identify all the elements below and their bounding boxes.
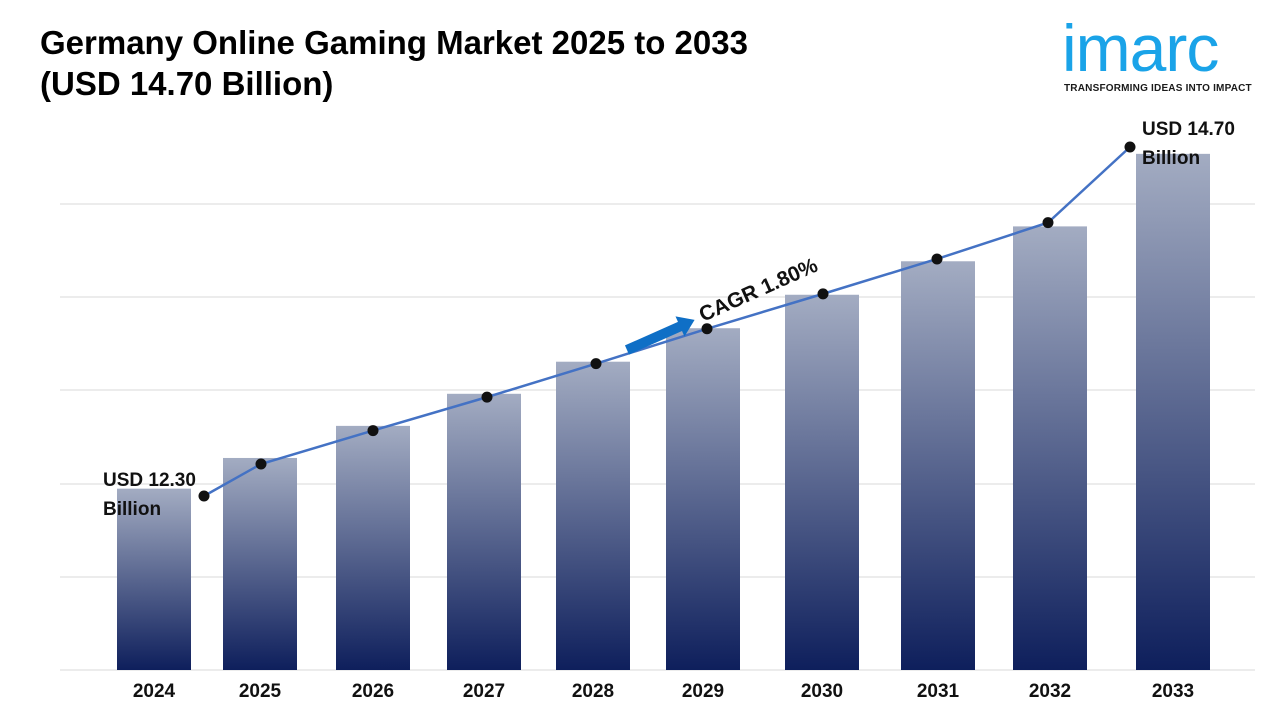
bar-2032	[1013, 226, 1087, 670]
x-tick-label-2026: 2026	[352, 681, 394, 702]
x-tick-label-2025: 2025	[239, 681, 282, 702]
line-point-2028	[590, 358, 602, 370]
x-tick-label-2024: 2024	[133, 681, 176, 702]
bar-2026	[336, 425, 410, 670]
bar-2028	[556, 361, 630, 670]
line-point-2025	[255, 458, 267, 470]
x-tick-label-2029: 2029	[682, 681, 724, 702]
x-tick-label-2030: 2030	[801, 681, 843, 702]
x-tick-label-2027: 2027	[463, 681, 505, 702]
bar-2027	[447, 393, 521, 670]
line-point-2031	[931, 253, 943, 265]
x-tick-label-2031: 2031	[917, 681, 960, 702]
bar-2033	[1136, 153, 1210, 671]
line-point-2033	[1124, 141, 1136, 153]
x-tick-label-2033: 2033	[1152, 681, 1194, 702]
chart-title: Germany Online Gaming Market 2025 to 203…	[40, 22, 748, 104]
bar-2024	[117, 488, 191, 670]
imarc-logo: imarc TRANSFORMING IDEAS INTO IMPACT	[1060, 6, 1270, 102]
trend-line	[203, 146, 1131, 498]
bar-2029	[666, 328, 740, 670]
chart-title-line2: (USD 14.70 Billion)	[40, 65, 334, 102]
bar-2030	[785, 294, 859, 670]
line-point-2026	[367, 425, 379, 437]
start-value-label: USD 12.30 Billion	[103, 470, 196, 520]
logo-tagline: TRANSFORMING IDEAS INTO IMPACT	[1064, 83, 1252, 94]
line-point-2030	[817, 288, 829, 300]
line-point-2027	[481, 391, 493, 403]
arrow-icon	[624, 316, 695, 355]
cagr-arrow	[624, 316, 695, 355]
chart-title-line1: Germany Online Gaming Market 2025 to 203…	[40, 24, 748, 61]
line-point-2029	[701, 323, 713, 335]
line-point-2024	[198, 490, 210, 502]
end-value-label: USD 14.70 Billion	[1142, 119, 1235, 169]
bar-2031	[901, 261, 975, 670]
x-tick-label-2028: 2028	[572, 681, 614, 702]
logo-wordmark: imarc	[1062, 11, 1219, 85]
bar-2025	[223, 457, 297, 670]
line-point-2032	[1042, 217, 1054, 229]
x-tick-label-2032: 2032	[1029, 681, 1071, 702]
